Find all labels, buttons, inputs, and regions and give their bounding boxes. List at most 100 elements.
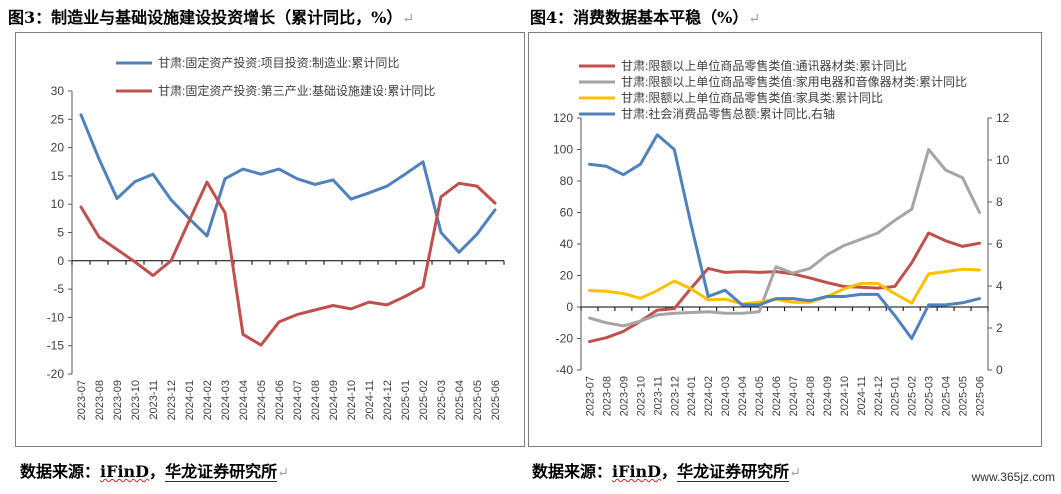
x-tick-label: 2024-01: [686, 376, 698, 416]
y2-tick-label: 2: [996, 321, 1003, 335]
x-tick-label: 2024-09: [328, 380, 340, 420]
x-tick-label: 2024-05: [256, 380, 268, 420]
y-tick-label: 10: [51, 197, 65, 211]
figure-3-source: 数据来源：iFinD，华龙证券研究所↵: [20, 458, 289, 482]
y-tick-label: 30: [51, 84, 65, 98]
y-tick-label: 0: [57, 254, 64, 268]
source-ifind: iFinD: [100, 462, 150, 481]
legend-label-1: 甘肃:固定资产投资:第三产业:基础设施建设:累计同比: [158, 83, 435, 98]
x-tick-label: 2023-11: [652, 376, 664, 416]
x-tick-label: 2023-10: [130, 380, 142, 420]
x-tick-label: 2023-12: [669, 376, 681, 416]
x-tick-label: 2023-07: [76, 380, 88, 420]
x-tick-label: 2023-08: [601, 376, 613, 416]
x-tick-label: 2024-06: [274, 380, 286, 420]
x-tick-label: 2024-06: [771, 376, 783, 416]
y2-tick-label: 6: [996, 237, 1003, 251]
x-tick-label: 2024-02: [202, 380, 214, 420]
x-tick-label: 2023-11: [148, 380, 160, 420]
figure-4-title-text: 图4：消费数据基本平稳（%）: [530, 8, 749, 27]
x-tick-label: 2024-09: [822, 376, 834, 416]
y-tick-label: 0: [566, 300, 573, 314]
figure-4-title: 图4：消费数据基本平稳（%）↵: [530, 4, 760, 28]
y-tick-label: 100: [553, 143, 573, 157]
x-tick-label: 2024-07: [788, 376, 800, 416]
source-separator: ，: [661, 462, 678, 481]
x-tick-label: 2024-04: [737, 376, 749, 416]
x-tick-label: 2024-07: [292, 380, 304, 420]
x-tick-label: 2024-02: [703, 376, 715, 416]
source-org: 华龙证券研究所: [165, 462, 278, 482]
x-tick-label: 2025-03: [436, 380, 448, 420]
x-tick-label: 2023-09: [618, 376, 630, 416]
series-line-0: [79, 113, 497, 254]
watermark: www.365jz.com: [971, 470, 1055, 484]
y-tick-label: 40: [560, 237, 574, 251]
y-tick-label: 20: [51, 141, 65, 155]
y2-tick-label: 4: [996, 279, 1003, 293]
y-tick-label: -20: [47, 367, 65, 381]
y-tick-label: -10: [47, 310, 65, 324]
x-tick-label: 2023-08: [94, 380, 106, 420]
x-tick-label: 2025-04: [941, 376, 953, 416]
x-tick-label: 2025-04: [454, 380, 466, 420]
x-tick-label: 2024-08: [310, 380, 322, 420]
x-tick-label: 2024-03: [720, 376, 732, 416]
series-line-1: [588, 148, 981, 328]
legend-label-2: 甘肃:限额以上单位商品零售类值:家具类:累计同比: [621, 90, 883, 105]
y-tick-label: 15: [51, 169, 65, 183]
x-tick-label: 2025-05: [958, 376, 970, 416]
x-tick-label: 2025-06: [975, 376, 987, 416]
x-tick-label: 2024-12: [873, 376, 885, 416]
return-mark: ↵: [402, 11, 415, 27]
source-separator: ，: [149, 462, 166, 481]
y-tick-label: -15: [47, 339, 65, 353]
x-tick-label: 2024-08: [805, 376, 817, 416]
x-tick-label: 2024-12: [382, 380, 394, 420]
x-tick-label: 2025-06: [490, 380, 502, 420]
x-tick-label: 2024-11: [364, 380, 376, 420]
x-tick-label: 2023-12: [166, 380, 178, 420]
y-tick-label: 5: [57, 226, 64, 240]
figure-3-chart: 30 25 20 15 10 5 0 -5 -10 -15 -20 2023-07 2023-08 202…: [47, 55, 505, 420]
x-tick-label: 2025-05: [472, 380, 484, 420]
legend-label-0: 甘肃:固定资产投资:项目投资:制造业:累计同比: [158, 55, 399, 70]
y2-tick-label: 0: [996, 363, 1003, 377]
x-tick-label: 2024-04: [238, 380, 250, 420]
y2-tick-label: 8: [996, 195, 1003, 209]
x-tick-label: 2025-01: [890, 376, 902, 416]
return-mark: ↵: [789, 465, 801, 481]
legend-label-3: 甘肃:社会消费品零售总额:累计同比,右轴: [621, 106, 835, 121]
x-tick-label: 2023-10: [635, 376, 647, 416]
source-ifind: iFinD: [612, 462, 662, 481]
figure-4-source: 数据来源：iFinD，华龙证券研究所↵: [532, 458, 801, 482]
y-tick-label: -40: [556, 363, 574, 377]
x-tick-label: 2024-01: [184, 380, 196, 420]
y-tick-label: 80: [560, 174, 574, 188]
x-tick-label: 2024-03: [220, 380, 232, 420]
x-tick-label: 2024-05: [754, 376, 766, 416]
legend-label-0: 甘肃:限额以上单位商品零售类值:通讯器材类:累计同比: [621, 58, 907, 73]
y2-tick-label: 10: [996, 153, 1010, 167]
x-tick-label: 2025-01: [400, 380, 412, 420]
source-org: 华龙证券研究所: [677, 462, 790, 482]
source-prefix: 数据来源：: [532, 462, 613, 481]
y-tick-label: -20: [556, 332, 574, 346]
x-tick-label: 2024-10: [839, 376, 851, 416]
x-tick-label: 2025-02: [907, 376, 919, 416]
y2-tick-label: 12: [996, 111, 1010, 125]
return-mark: ↵: [277, 465, 289, 481]
x-tick-label: 2024-10: [346, 380, 358, 420]
y-tick-label: 25: [51, 112, 65, 126]
x-tick-label: 2023-07: [584, 376, 596, 416]
x-tick-label: 2024-11: [856, 376, 868, 416]
series-line-0: [588, 231, 981, 344]
y-tick-label: 20: [560, 269, 574, 283]
y-tick-label: -5: [53, 282, 64, 296]
figure-3-title-text: 图3：制造业与基础设施建设投资增长（累计同比，%）: [8, 8, 403, 27]
return-mark: ↵: [748, 11, 761, 27]
y-tick-label: 60: [560, 206, 574, 220]
x-tick-label: 2025-03: [924, 376, 936, 416]
series-line-2: [588, 267, 981, 306]
y-tick-label: 120: [553, 111, 573, 125]
